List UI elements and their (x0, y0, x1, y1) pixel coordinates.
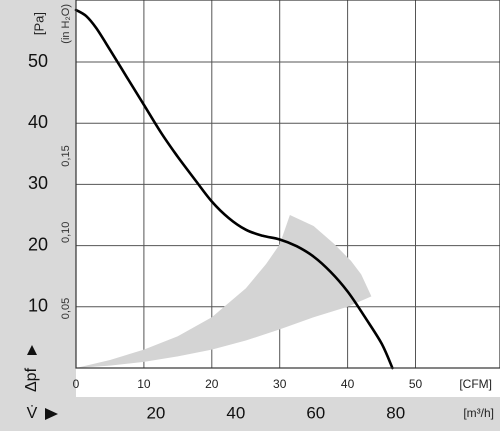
pa-tick-label: 40 (28, 112, 48, 132)
cfm-tick-label: 40 (341, 377, 355, 391)
pa-tick-label: 10 (28, 296, 48, 316)
inh2o-unit-label: (in H₂O) (60, 4, 72, 44)
m3h-tick-label: 20 (146, 403, 165, 422)
cfm-tick-label: 50 (409, 377, 423, 391)
m3h-tick-label: 40 (226, 403, 245, 422)
cfm-unit-label: [CFM] (459, 377, 492, 391)
m3h-tick-labels: 20 40 60 80 (146, 403, 405, 422)
cfm-tick-labels: 0 10 20 30 40 50 (73, 377, 423, 391)
pa-tick-labels: 10 20 30 40 50 (28, 51, 48, 316)
operating-region (76, 215, 372, 368)
pa-unit-label: [Pa] (31, 12, 46, 35)
pa-tick-label: 20 (28, 234, 48, 254)
cfm-tick-label: 30 (273, 377, 287, 391)
inh2o-tick-label: 0,15 (60, 145, 72, 166)
bottom-axis-band (0, 397, 500, 431)
pressure-axis-symbol: Δpf (23, 367, 40, 392)
inh2o-tick-labels: 0,05 0,10 0,15 (60, 145, 72, 319)
flow-axis-arrow-icon (45, 408, 58, 420)
m3h-tick-label: 60 (306, 403, 325, 422)
inh2o-tick-label: 0,05 (60, 298, 72, 319)
pressure-axis-arrow-icon (27, 345, 37, 355)
left-axis-band (0, 0, 76, 400)
cfm-tick-label: 0 (73, 377, 80, 391)
cfm-tick-label: 10 (137, 377, 151, 391)
plot-frame (75, 0, 500, 369)
m3h-unit-label: [m³/h] (463, 406, 494, 420)
pa-tick-label: 30 (28, 173, 48, 193)
m3h-tick-label: 80 (386, 403, 405, 422)
cfm-tick-label: 20 (205, 377, 219, 391)
pa-tick-label: 50 (28, 51, 48, 71)
inh2o-tick-label: 0,10 (60, 222, 72, 243)
fan-pressure-curve (74, 8, 394, 370)
flow-axis-symbol: V̇ (27, 404, 38, 422)
